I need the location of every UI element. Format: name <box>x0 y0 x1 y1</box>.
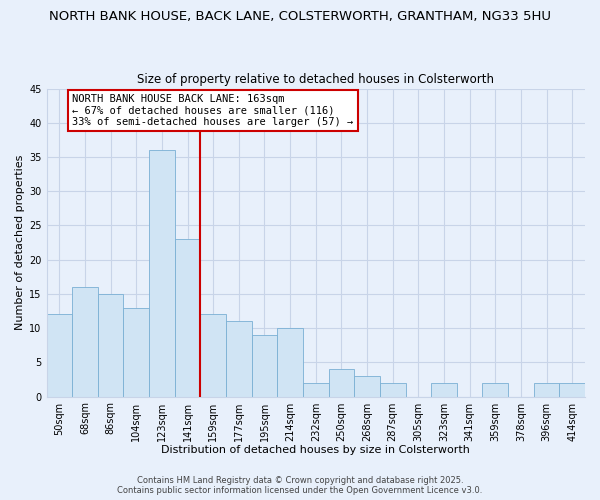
Bar <box>124 308 149 396</box>
Bar <box>47 314 72 396</box>
Bar <box>329 369 354 396</box>
Title: Size of property relative to detached houses in Colsterworth: Size of property relative to detached ho… <box>137 73 494 86</box>
X-axis label: Distribution of detached houses by size in Colsterworth: Distribution of detached houses by size … <box>161 445 470 455</box>
Bar <box>175 239 200 396</box>
Bar <box>534 383 559 396</box>
Text: Contains HM Land Registry data © Crown copyright and database right 2025.
Contai: Contains HM Land Registry data © Crown c… <box>118 476 482 495</box>
Bar <box>277 328 303 396</box>
Bar <box>431 383 457 396</box>
Text: NORTH BANK HOUSE, BACK LANE, COLSTERWORTH, GRANTHAM, NG33 5HU: NORTH BANK HOUSE, BACK LANE, COLSTERWORT… <box>49 10 551 23</box>
Bar <box>354 376 380 396</box>
Y-axis label: Number of detached properties: Number of detached properties <box>15 155 25 330</box>
Bar <box>559 383 585 396</box>
Bar <box>149 150 175 396</box>
Bar <box>226 322 251 396</box>
Bar <box>303 383 329 396</box>
Bar <box>98 294 124 396</box>
Bar <box>72 287 98 397</box>
Text: NORTH BANK HOUSE BACK LANE: 163sqm
← 67% of detached houses are smaller (116)
33: NORTH BANK HOUSE BACK LANE: 163sqm ← 67%… <box>72 94 353 127</box>
Bar <box>251 335 277 396</box>
Bar <box>200 314 226 396</box>
Bar <box>482 383 508 396</box>
Bar <box>380 383 406 396</box>
